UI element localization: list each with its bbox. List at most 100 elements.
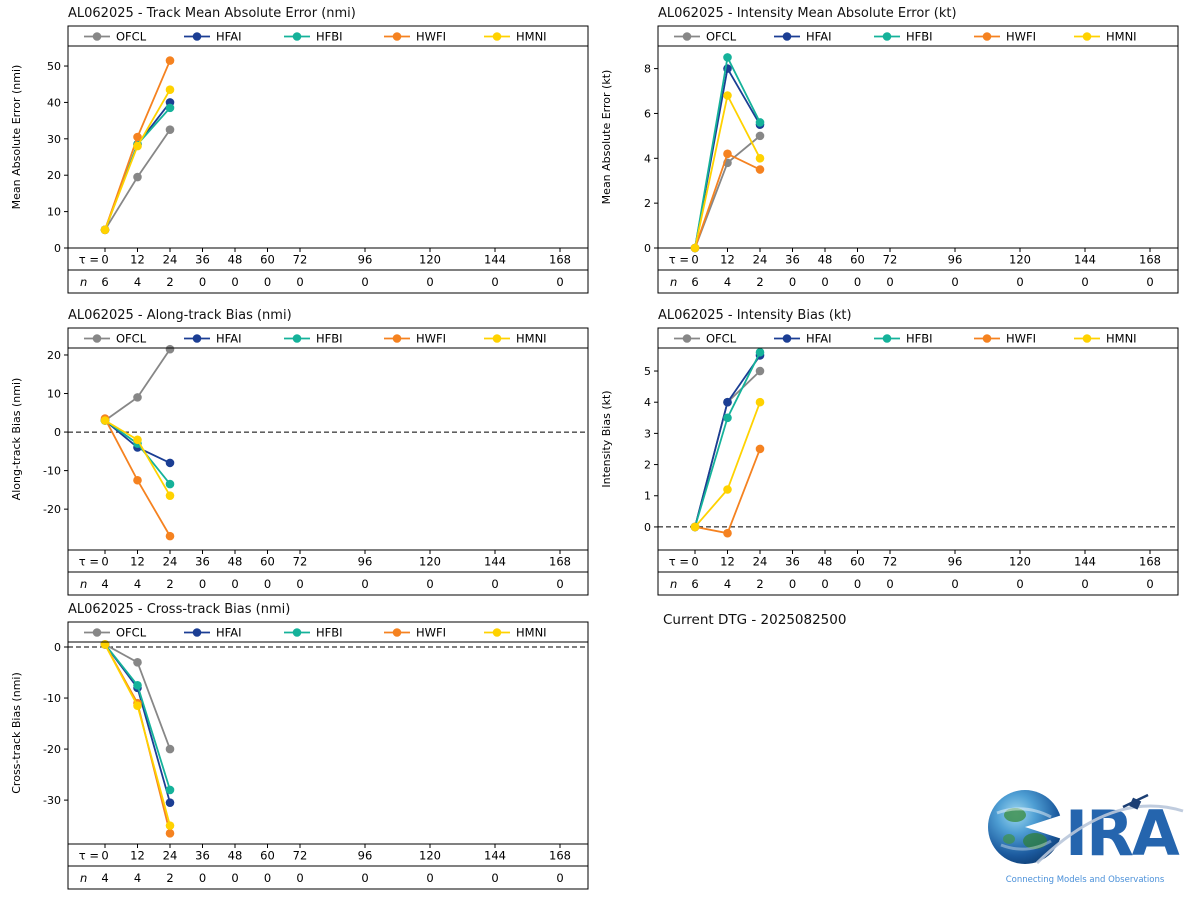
- data-point-hwfi: [165, 56, 175, 65]
- n-count: 0: [264, 577, 271, 591]
- tau-value: 24: [163, 849, 178, 863]
- n-count: 0: [491, 871, 498, 885]
- tau-value: 72: [883, 253, 898, 267]
- plot-box: [67, 621, 589, 845]
- n-count: 0: [231, 577, 238, 591]
- y-tick-label: -10: [43, 692, 61, 705]
- tau-value: 48: [818, 555, 833, 569]
- plot-box: [67, 327, 589, 551]
- n-count: 6: [101, 275, 108, 289]
- n-count: 0: [199, 577, 206, 591]
- tau-value: 144: [1074, 555, 1096, 569]
- legend-marker-hfbi: [292, 334, 302, 343]
- n-count: 0: [491, 577, 498, 591]
- n-label: n: [80, 577, 87, 591]
- tau-value: 72: [293, 253, 308, 267]
- data-point-hfbi: [723, 53, 732, 62]
- y-axis-label: Mean Absolute Error (nmi): [10, 65, 23, 210]
- n-count: 0: [1016, 577, 1023, 591]
- data-point-ofcl: [755, 131, 765, 141]
- data-point-ofcl: [165, 744, 175, 754]
- tau-value: 12: [130, 849, 145, 863]
- n-count: 0: [1146, 275, 1153, 289]
- chart-title-along-track-bias: AL062025 - Along-track Bias (nmi): [68, 308, 292, 323]
- legend-label-hfai: HFAI: [806, 332, 831, 346]
- tau-value: 144: [484, 555, 506, 569]
- n-label: n: [670, 275, 677, 289]
- legend-label-ofcl: OFCL: [116, 30, 147, 44]
- n-count: 0: [199, 871, 206, 885]
- panel-intensity-bias: AL062025 - Intensity Bias (kt) Intensity…: [598, 306, 1182, 596]
- plot-box: [67, 25, 589, 249]
- n-count: 4: [724, 577, 731, 591]
- tau-value: 36: [195, 253, 210, 267]
- n-count: 0: [854, 275, 861, 289]
- y-tick-label: 50: [47, 60, 61, 73]
- data-point-ofcl: [165, 125, 175, 135]
- tau-value: 12: [130, 555, 145, 569]
- y-tick-label: 2: [644, 197, 651, 210]
- data-point-hwfi: [133, 132, 142, 142]
- y-tick-label: -10: [43, 465, 61, 478]
- n-count: 0: [854, 577, 861, 591]
- legend-marker-ofcl: [682, 32, 692, 41]
- n-count: 4: [101, 871, 108, 885]
- y-tick-label: 6: [644, 107, 651, 120]
- tau-value: 120: [419, 555, 441, 569]
- y-tick-label: 30: [47, 133, 61, 146]
- data-point-hfbi: [165, 103, 175, 113]
- globe-cloud: [1000, 839, 1052, 851]
- data-point-hwfi: [723, 149, 732, 159]
- n-count: 0: [426, 275, 433, 289]
- legend-marker-hfai: [782, 32, 792, 41]
- tau-value: 60: [260, 555, 275, 569]
- y-tick-label: 20: [47, 349, 61, 362]
- data-point-hfbi: [133, 680, 142, 690]
- tau-value: 144: [484, 253, 506, 267]
- legend-marker-hfai: [192, 32, 202, 41]
- current-dtg-label: Current DTG - 2025082500: [663, 612, 847, 628]
- tau-value: 12: [720, 555, 735, 569]
- tau-value: 48: [818, 253, 833, 267]
- tau-value: 72: [883, 555, 898, 569]
- tau-value: 0: [101, 555, 108, 569]
- data-point-hfbi: [165, 785, 175, 795]
- legend-marker-hfbi: [882, 32, 892, 41]
- y-tick-label: 4: [644, 396, 651, 409]
- globe-land: [1023, 833, 1047, 849]
- tau-value: 48: [228, 555, 243, 569]
- cross-track-bias-plot: Cross-track Bias (nmi) 0 -10 -20 -30 OFCL HFAI…: [10, 621, 589, 890]
- legend-marker-hmni: [492, 32, 502, 41]
- legend-label-hfai: HFAI: [216, 30, 241, 44]
- tau-value: 60: [850, 253, 865, 267]
- legend-label-hwfi: HWFI: [1006, 332, 1036, 346]
- legend-label-ofcl: OFCL: [116, 332, 147, 346]
- tau-value: 168: [549, 253, 571, 267]
- y-tick-label: 8: [644, 63, 651, 76]
- globe-land: [1003, 834, 1015, 844]
- data-point-hmni: [723, 91, 732, 100]
- legend-label-hmni: HMNI: [516, 626, 547, 640]
- data-point-hfai: [165, 798, 175, 807]
- legend-marker-hfai: [192, 628, 202, 637]
- data-point-hmni: [100, 416, 110, 425]
- data-point-hmni: [690, 243, 700, 253]
- n-count: 0: [231, 871, 238, 885]
- y-axis-label: Cross-track Bias (nmi): [10, 672, 23, 794]
- chart-title-intensity-mae: AL062025 - Intensity Mean Absolute Error…: [658, 6, 957, 21]
- n-row: [657, 571, 1179, 596]
- data-point-hfai: [723, 397, 732, 407]
- y-tick-label: 0: [54, 242, 61, 255]
- track-mae-plot: Mean Absolute Error (nmi)01020304050OFCL…: [10, 25, 589, 294]
- n-count: 2: [166, 577, 173, 591]
- legend-label-hfbi: HFBI: [906, 30, 933, 44]
- y-tick-label: 0: [54, 641, 61, 654]
- chart-title-intensity-bias: AL062025 - Intensity Bias (kt): [658, 308, 852, 323]
- data-point-hmni: [133, 435, 142, 445]
- panel-along-track-bias: AL062025 - Along-track Bias (nmi) Along-…: [8, 306, 592, 596]
- n-row: [67, 571, 589, 596]
- n-count: 0: [556, 275, 563, 289]
- n-count: 0: [789, 275, 796, 289]
- legend-label-hwfi: HWFI: [1006, 30, 1036, 44]
